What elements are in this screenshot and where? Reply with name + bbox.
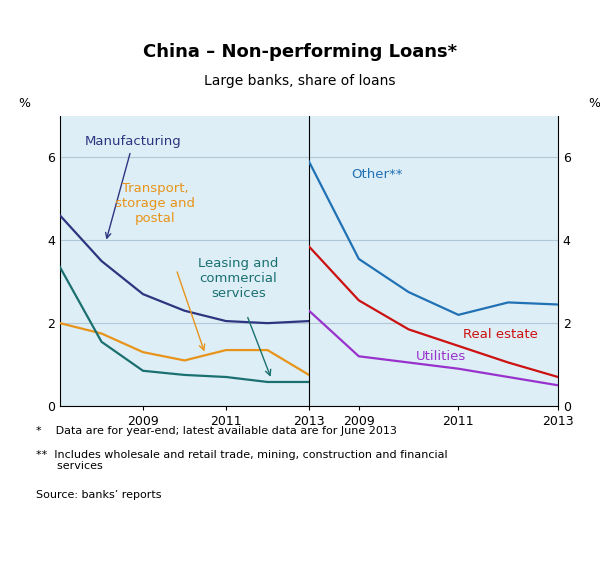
Text: Source: banks’ reports: Source: banks’ reports [36,490,161,500]
Text: %: % [18,97,30,110]
Text: Other**: Other** [352,168,403,181]
Text: Utilities: Utilities [416,350,466,364]
Text: *    Data are for year-end; latest available data are for June 2013: * Data are for year-end; latest availabl… [36,426,397,436]
Text: Real estate: Real estate [463,328,538,340]
Text: Transport,
storage and
postal: Transport, storage and postal [115,182,196,225]
Text: China – Non-performing Loans*: China – Non-performing Loans* [143,43,457,61]
Text: %: % [588,97,600,110]
Text: **  Includes wholesale and retail trade, mining, construction and financial
    : ** Includes wholesale and retail trade, … [36,450,448,471]
Text: Manufacturing: Manufacturing [85,135,182,238]
Text: Large banks, share of loans: Large banks, share of loans [204,74,396,88]
Text: Leasing and
commercial
services: Leasing and commercial services [198,257,278,300]
